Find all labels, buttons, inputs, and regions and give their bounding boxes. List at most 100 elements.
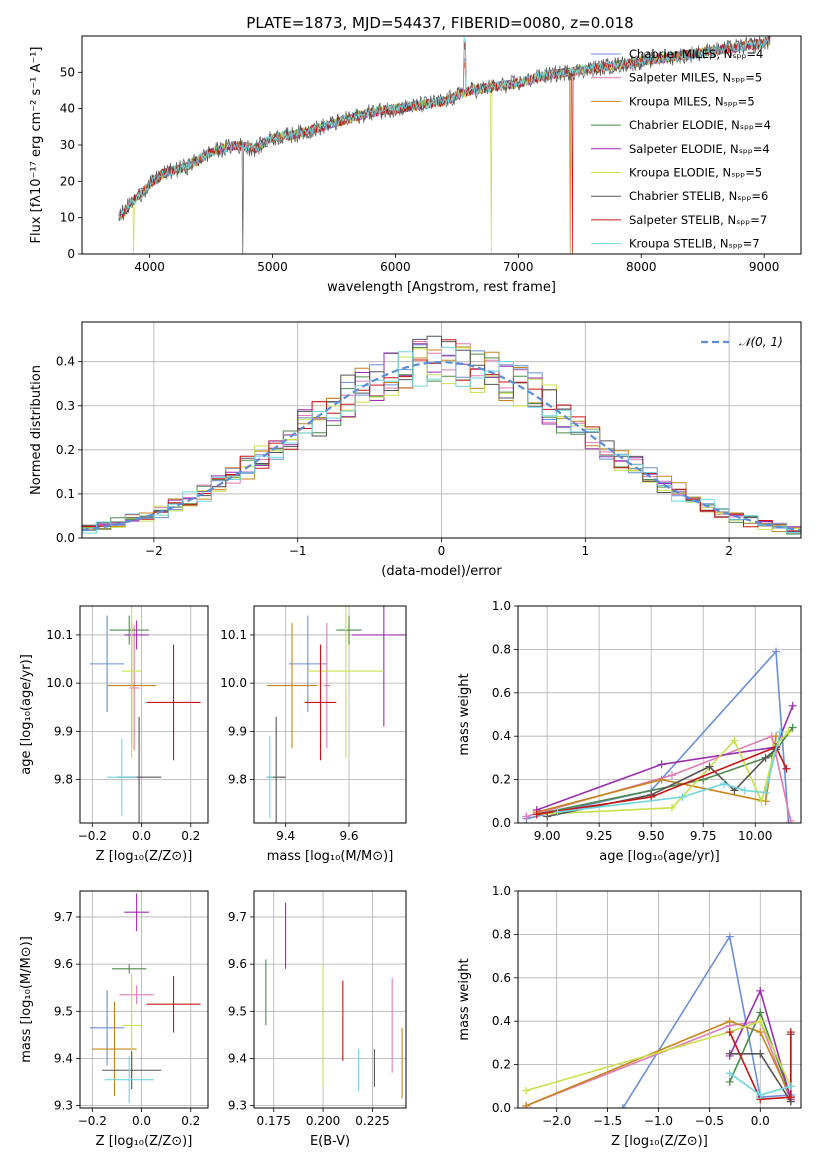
weight-marker: [761, 788, 770, 797]
x-tick-label: 7000: [503, 260, 534, 274]
x-axis-label: wavelength [Angstrom, rest frame]: [327, 280, 556, 295]
y-axis-label: mass weight: [457, 958, 472, 1040]
weight-marker: [667, 771, 676, 780]
axes-frame: [517, 605, 802, 824]
x-tick-label: 0.0: [132, 829, 151, 843]
weight-marker: [786, 816, 795, 823]
x-tick-label: 0.2: [181, 1114, 200, 1128]
errorbar-point: [121, 606, 142, 758]
x-tick-label: −0.2: [78, 829, 107, 843]
x-axis-label: Z [log₁₀(Z/Z⊙)]: [96, 1134, 193, 1149]
panel-mass_weight_vs_age: 9.00 9.25 9.50 9.75 10.00 0.0 0.2 0.4 0.6 0.8 1.0 a…: [457, 599, 802, 864]
legend-entry: Salpeter STELIB, Nₛₚₚ=7: [629, 213, 767, 227]
x-tick-label: 9.25: [586, 829, 613, 843]
x-tick-label: 9.00: [534, 829, 561, 843]
x-tick-label: −1.5: [593, 1114, 622, 1128]
errorbar-point: [266, 736, 273, 819]
weight-marker: [756, 1028, 765, 1037]
x-axis-label: (data-model)/error: [381, 564, 502, 579]
y-tick-label: 9.8: [228, 773, 247, 787]
x-axis-label: Z [log₁₀(Z/Z⊙)]: [611, 1134, 708, 1149]
weight-line: [728, 1031, 792, 1101]
x-tick-label: −1: [289, 544, 307, 558]
errorbar-point: [107, 738, 137, 816]
errorbar-point: [124, 893, 149, 932]
errorbar-point: [104, 1056, 154, 1104]
y-axis-label: mass weight: [457, 673, 472, 755]
weight-marker: [782, 764, 791, 773]
legend-entry: Chabrier ELODIE, Nₛₚₚ=4: [629, 118, 771, 132]
weight-marker: [543, 812, 552, 821]
x-tick-label: 0.175: [257, 1114, 291, 1128]
weight-marker: [788, 723, 797, 732]
weight-marker: [522, 1086, 531, 1095]
x-tick-label: 0.200: [306, 1114, 340, 1128]
errorbar-point: [352, 606, 406, 727]
spectrum-line-kroupa-stelib: [118, 36, 771, 221]
weight-marker: [757, 797, 766, 806]
y-axis-label: Normed distribution: [29, 365, 44, 495]
x-axis-label: Z [log₁₀(Z/Z⊙)]: [96, 849, 193, 864]
weight-marker: [725, 1017, 734, 1026]
weight-marker: [647, 792, 656, 801]
errorbar-point: [92, 1001, 137, 1097]
gaussian-curve: [82, 360, 801, 532]
figure-title: PLATE=1873, MJD=54437, FIBERID=0080, z=0…: [246, 14, 633, 32]
legend-entry: Kroupa STELIB, Nₛₚₚ=7: [629, 237, 760, 251]
plot-area: [265, 902, 403, 1099]
x-tick-label: −1.0: [644, 1114, 673, 1128]
x-tick-label: 9.50: [638, 829, 665, 843]
weight-line: [525, 1020, 792, 1092]
y-axis-label: mass [log₁₀(M/M⊙)]: [19, 936, 34, 1063]
weight-marker: [788, 701, 797, 710]
x-tick-label: 9.75: [690, 829, 717, 843]
weight-marker: [776, 727, 785, 736]
weight-marker: [784, 727, 793, 736]
errorbar-point: [146, 975, 201, 1033]
y-tick-label: 9.9: [54, 724, 73, 738]
x-tick-label: 4000: [134, 260, 165, 274]
y-tick-label: 0.2: [56, 443, 75, 457]
errorbar-point: [109, 615, 149, 645]
weight-marker: [725, 932, 734, 941]
errorbar-point: [336, 615, 362, 645]
y-tick-label: 0.4: [56, 355, 75, 369]
errorbar-point: [266, 622, 318, 749]
weight-line: [536, 727, 794, 816]
weight-marker: [756, 1008, 765, 1017]
x-tick-label: 5000: [257, 260, 288, 274]
y-tick-label: 9.5: [54, 1004, 73, 1018]
errorbar-point: [102, 1051, 162, 1090]
axes-frame: [81, 321, 802, 539]
weight-marker: [618, 1104, 627, 1108]
panel-residuals: −2 −1 0 1 2 0.0 0.1 0.2 0.3 0.4 (data-model)/error…: [29, 321, 802, 579]
y-tick-label: 0.4: [492, 729, 511, 743]
y-tick-label: 9.8: [54, 773, 73, 787]
weight-line: [536, 705, 794, 811]
y-tick-label: 9.7: [228, 910, 247, 924]
x-tick-label: −0.2: [78, 1114, 107, 1128]
weight-marker: [657, 760, 666, 769]
y-tick-label: 1.0: [492, 884, 511, 898]
x-tick-label: 9000: [749, 260, 780, 274]
y-tick-label: 20: [60, 174, 75, 188]
weight-marker: [786, 1028, 795, 1037]
y-tick-label: 10: [60, 211, 75, 225]
legend-entry: Chabrier STELIB, Nₛₚₚ=6: [629, 189, 768, 203]
weight-marker: [532, 810, 541, 819]
y-tick-label: 0.0: [56, 531, 75, 545]
errorbar-point: [288, 615, 327, 713]
weight-marker: [522, 1101, 531, 1108]
plot-area: [522, 932, 795, 1108]
errorbar-point: [323, 622, 330, 749]
x-tick-label: 2: [725, 544, 733, 558]
histogram-kroupa-stelib: [82, 346, 801, 534]
axes-frame: [79, 890, 209, 1109]
x-axis-label: E(B-V): [310, 1134, 350, 1149]
axes-frame: [253, 605, 407, 824]
legend-entry: Chabrier MILES, Nₛₚₚ=4: [629, 47, 763, 61]
x-tick-label: 0.0: [751, 1114, 770, 1128]
errorbar-point: [89, 615, 125, 713]
plot-area: [89, 606, 201, 823]
